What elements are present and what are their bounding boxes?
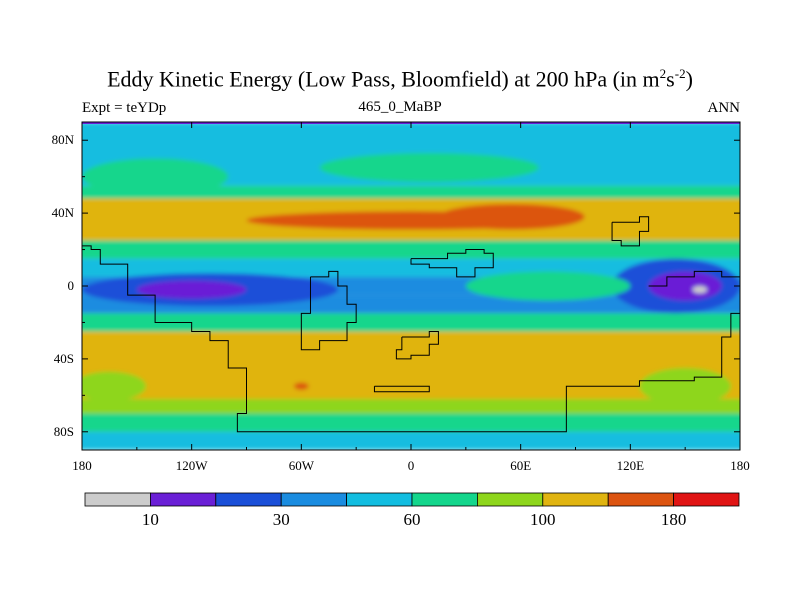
subtitle-season: ANN bbox=[707, 100, 741, 116]
field-band-11 bbox=[82, 431, 740, 450]
x-tick-label-1: 120W bbox=[176, 458, 209, 473]
y-tick-label-2: 0 bbox=[68, 278, 75, 293]
field-band-8 bbox=[82, 331, 740, 399]
title-main: Eddy Kinetic Energy (Low Pass, Bloomfiel… bbox=[107, 66, 660, 92]
field-band-10 bbox=[82, 413, 740, 432]
field-blob-9 bbox=[465, 271, 631, 301]
field-blob-12 bbox=[294, 382, 309, 390]
y-tick-label-0: 80N bbox=[52, 132, 75, 147]
colorbar-swatch-2 bbox=[215, 492, 282, 507]
field-blob-5 bbox=[136, 280, 247, 299]
field-blob-3 bbox=[319, 152, 539, 183]
colorbar-swatch-7 bbox=[542, 492, 609, 507]
colorbar-swatch-3 bbox=[280, 492, 348, 507]
colorbar-swatch-8 bbox=[607, 492, 675, 507]
colorbar-label-1: 30 bbox=[273, 510, 290, 529]
colorbar-swatch-0 bbox=[84, 492, 151, 507]
field-blob-2 bbox=[82, 158, 229, 195]
title-unit-mid: s bbox=[666, 66, 675, 92]
title-sup-1: 2 bbox=[659, 66, 667, 81]
field-band-7 bbox=[82, 313, 740, 332]
chart-title: Eddy Kinetic Energy (Low Pass, Bloomfiel… bbox=[0, 66, 800, 92]
x-tick-label-4: 60E bbox=[510, 458, 531, 473]
continent-outline-0 bbox=[82, 245, 740, 433]
field-blob-10 bbox=[82, 371, 146, 401]
axes: 180 120W 60W 0 60E 120E 180 80N 40N 0 40S 80S bbox=[52, 122, 750, 473]
field-blob-1 bbox=[438, 204, 585, 230]
y-tick-label-3: 40S bbox=[54, 351, 74, 366]
colorbar-swatch-5 bbox=[411, 492, 478, 507]
colorbar-label-2: 60 bbox=[404, 510, 421, 529]
continent-outline-4 bbox=[373, 385, 430, 393]
continent-outlines bbox=[82, 216, 740, 433]
x-tick-label-2: 60W bbox=[289, 458, 315, 473]
colorbar-swatch-1 bbox=[149, 492, 217, 507]
subtitle-experiment: Expt = teYDp bbox=[82, 100, 167, 116]
continent-outline-1 bbox=[300, 270, 357, 351]
x-tick-label-3: 0 bbox=[408, 458, 415, 473]
x-tick-label-5: 120E bbox=[617, 458, 645, 473]
field-band-3 bbox=[82, 240, 740, 259]
subtitle-run: 465_0_MaBP bbox=[358, 99, 442, 115]
continent-outline-5 bbox=[611, 216, 650, 247]
colorbar-swatch-4 bbox=[346, 492, 413, 507]
continent-outline-2 bbox=[410, 249, 494, 278]
x-tick-label-6: 180 bbox=[730, 458, 750, 473]
field-band-1 bbox=[82, 185, 740, 199]
field-contours bbox=[82, 122, 740, 450]
colorbar-label-3: 100 bbox=[530, 510, 556, 529]
field-blob-8 bbox=[692, 286, 708, 294]
colorbar: 10 30 60 100 180 bbox=[84, 492, 740, 529]
y-tick-label-4: 80S bbox=[54, 424, 74, 439]
continent-outline-6 bbox=[648, 267, 740, 287]
field-blob-11 bbox=[639, 368, 731, 405]
colorbar-swatch-6 bbox=[476, 492, 544, 507]
field-band-9 bbox=[82, 398, 740, 414]
x-tick-label-0: 180 bbox=[72, 458, 92, 473]
colorbar-swatch-9 bbox=[673, 492, 740, 507]
title-sup-2: -2 bbox=[674, 66, 686, 81]
title-close: ) bbox=[685, 66, 693, 92]
colorbar-label-4: 180 bbox=[661, 510, 687, 529]
continent-outline-3 bbox=[395, 331, 439, 360]
field-layer bbox=[82, 122, 740, 450]
colorbar-label-0: 10 bbox=[142, 510, 159, 529]
y-tick-label-1: 40N bbox=[52, 205, 75, 220]
